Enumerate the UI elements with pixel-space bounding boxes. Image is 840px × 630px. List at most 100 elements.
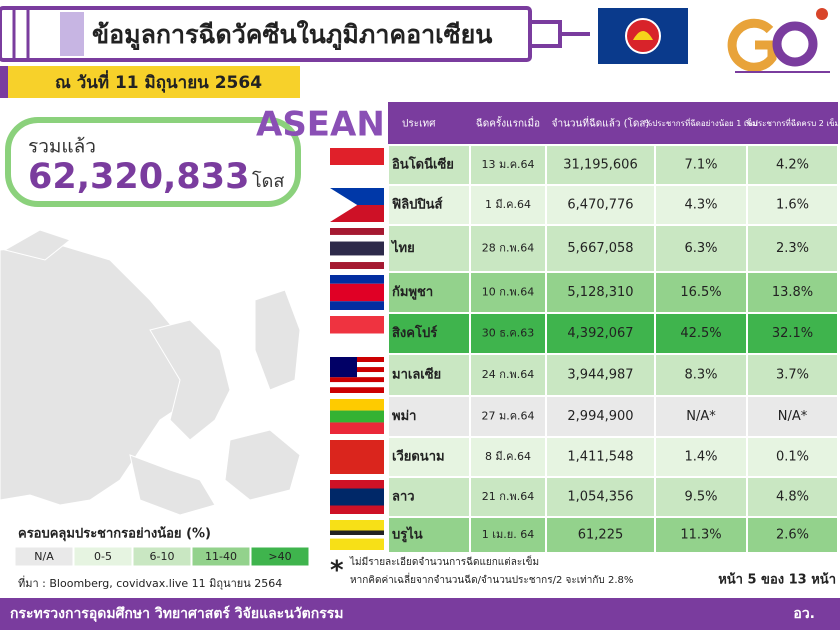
table-cell: 21 ก.พ.64 [482,490,534,503]
table-cell: 2,994,900 [567,409,633,424]
source: ที่มา : Bloomberg, covidvax.live 11 มิถุ… [18,575,282,590]
flag-part [330,241,384,256]
table-row [387,144,839,186]
flag-part [330,505,384,514]
table-cell: 13.8% [772,285,813,300]
table-cell: 6,470,776 [567,198,633,213]
table-cell: 2.3% [776,241,809,256]
table-cell: 31,195,606 [563,158,637,173]
column-header: ฉีดครั้งแรกเมื่อ [476,116,540,130]
table-cell: 4.3% [684,198,717,213]
table-cell: อินโดนีเซีย [392,156,454,173]
flag-part [330,535,384,539]
flag-part [330,377,384,383]
legend-title: ครอบคลุมประชากรอย่างน้อย (%) [18,526,211,542]
asean-flag [598,8,688,64]
table-cell: 2.6% [776,528,809,543]
table-cell: 28 ก.พ.64 [482,242,534,255]
flag-part [330,301,384,310]
table-cell: 5,667,058 [567,241,633,256]
flag-part [330,440,384,474]
column-header: จำนวนที่ฉีดแล้ว (โดส) [552,116,650,130]
legend-label: 6-10 [150,550,175,563]
table-cell: ไทย [390,239,415,256]
table-cell: 10 ก.พ.64 [482,286,534,299]
table-cell: 27 ม.ค.64 [481,410,534,423]
table-cell: 1 เม.ย. 64 [482,528,534,541]
table-cell: 61,225 [578,528,624,543]
column-header: %ประชากรที่ฉีดอย่างน้อย 1 เข็ม [645,117,758,128]
flag-part [330,480,384,489]
table-row [387,271,839,314]
table-cell: 8.3% [684,368,717,383]
table-cell: ฟิลิปปินส์ [392,197,443,213]
table-row [387,436,839,478]
legend-swatch [250,546,310,567]
legend-label: N/A [34,550,54,563]
table-cell: N/A* [778,409,808,424]
legend-swatch [132,546,192,567]
footer-abbr: อว. [793,606,815,622]
footer-ministry: กระทรวงการอุดมศึกษา วิทยาศาสตร์ วิจัยและ… [10,605,343,622]
table-cell: 7.1% [684,158,717,173]
note-marker: * [330,556,344,586]
flag-part [330,283,384,302]
flag-part [330,530,384,535]
table-cell: 8 มี.ค.64 [485,450,531,463]
flag-part [330,275,384,284]
flag-part [330,382,384,388]
table-cell: 1.6% [776,198,809,213]
flag-part [330,148,384,165]
date-accent [0,66,8,98]
flag-part [330,399,384,411]
table-cell: สิงคโปร์ [392,324,437,341]
page-number: หน้า 5 ของ 13 หน้า [718,572,836,588]
table-cell: 11.3% [680,528,721,543]
table-cell: 6.3% [684,241,717,256]
table-cell: 0.1% [776,450,809,465]
logo [727,8,830,73]
table-cell: 1.4% [684,450,717,465]
total-box [5,117,301,207]
table-cell: N/A* [686,409,716,424]
table-cell: 4.8% [776,490,809,505]
flag-part [330,262,384,269]
legend-swatch [14,546,74,567]
table-cell: 30 ธ.ค.63 [482,327,535,340]
column-header: %ประชากรที่ฉีดครบ 2 เข็ม [745,117,840,128]
legend-swatch [73,546,133,567]
table-cell: 32.1% [772,326,813,341]
flag-part [330,165,384,182]
total-value: 62,320,833 [28,157,249,197]
table-cell: มาเลเซีย [392,367,441,383]
flag-part [330,357,357,378]
table-row [387,224,839,273]
table-row [387,516,839,554]
legend-swatch [191,546,251,567]
flag-part [330,188,358,222]
total-unit: โดส [252,170,284,192]
note-line: ไม่มีรายละเอียดจำนวนการฉีดแยกแต่ละเข็ม [349,554,539,568]
table-row [387,184,839,226]
date: ณ วันที่ 11 มิถุนายน 2564 [55,70,262,93]
legend-label: 0-5 [94,550,112,563]
table-row [387,476,839,518]
table-cell: พม่า [392,409,416,424]
table-cell: บรูไน [392,526,423,543]
column-header: ประเทศ [402,119,436,130]
table-cell: 24 ก.พ.64 [482,368,534,381]
table-cell: 16.5% [680,285,721,300]
table-cell: 1 มี.ค.64 [485,198,531,211]
table-cell: 3,944,987 [567,368,633,383]
table-cell: 4.2% [776,158,809,173]
table-cell: 4,392,067 [567,326,633,341]
footer-bar [0,598,840,630]
table-cell: 9.5% [684,490,717,505]
table-cell: กัมพูชา [392,285,433,300]
table-row [387,312,839,355]
total-label: รวมแล้ว [28,136,96,158]
header-row [388,102,838,145]
table-cell: 5,128,310 [567,285,633,300]
legend-label: 11-40 [205,550,237,563]
